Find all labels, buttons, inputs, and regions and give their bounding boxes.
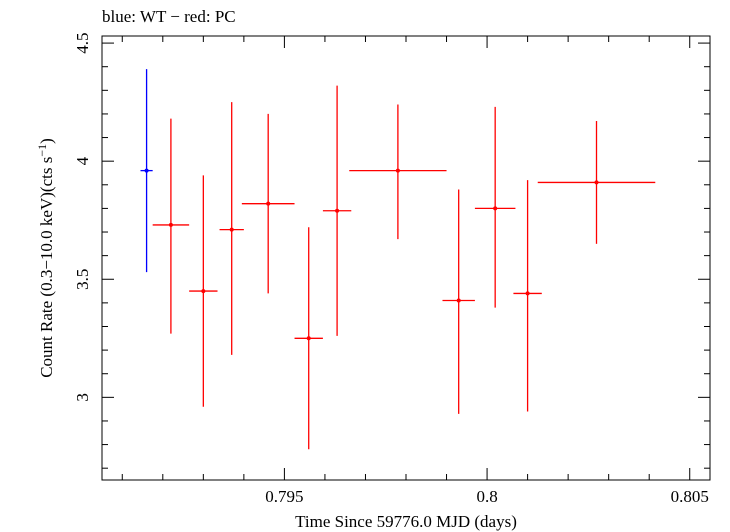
data-point <box>525 291 530 296</box>
data-point <box>168 222 173 227</box>
data-point <box>395 168 400 173</box>
y-tick-label: 3 <box>73 393 92 402</box>
data-point <box>201 289 206 294</box>
x-tick-label: 0.795 <box>265 487 303 506</box>
y-tick-label: 3.5 <box>73 269 92 290</box>
data-point <box>335 208 340 213</box>
chart-title: blue: WT − red: PC <box>102 7 236 26</box>
series-pc <box>152 85 656 450</box>
y-axis-label-end: ) <box>37 138 56 144</box>
data-point <box>493 206 498 211</box>
data-point <box>594 180 599 185</box>
data-point <box>229 227 234 232</box>
x-tick-label: 0.805 <box>671 487 709 506</box>
y-tick-label: 4 <box>73 156 92 165</box>
series-wt <box>140 69 153 273</box>
x-axis-label: Time Since 59776.0 MJD (days) <box>295 512 517 531</box>
y-tick-label: 4.5 <box>73 32 92 53</box>
data-point <box>456 298 461 303</box>
y-axis-label-main: Count Rate (0.3−10.0 keV)(cts s <box>37 157 56 378</box>
x-tick-label: 0.8 <box>476 487 497 506</box>
y-axis-label: Count Rate (0.3−10.0 keV)(cts s−1) <box>35 138 56 378</box>
y-axis-label-superscript: −1 <box>35 144 49 157</box>
data-point <box>306 336 311 341</box>
data-point <box>144 168 149 173</box>
data-points <box>140 69 656 450</box>
axis-tick-labels: 0.795 0.8 0.805 3 3.5 4 4.5 <box>73 32 709 506</box>
plot-frame <box>101 35 711 481</box>
data-point <box>266 201 271 206</box>
axis-ticks <box>102 36 710 480</box>
